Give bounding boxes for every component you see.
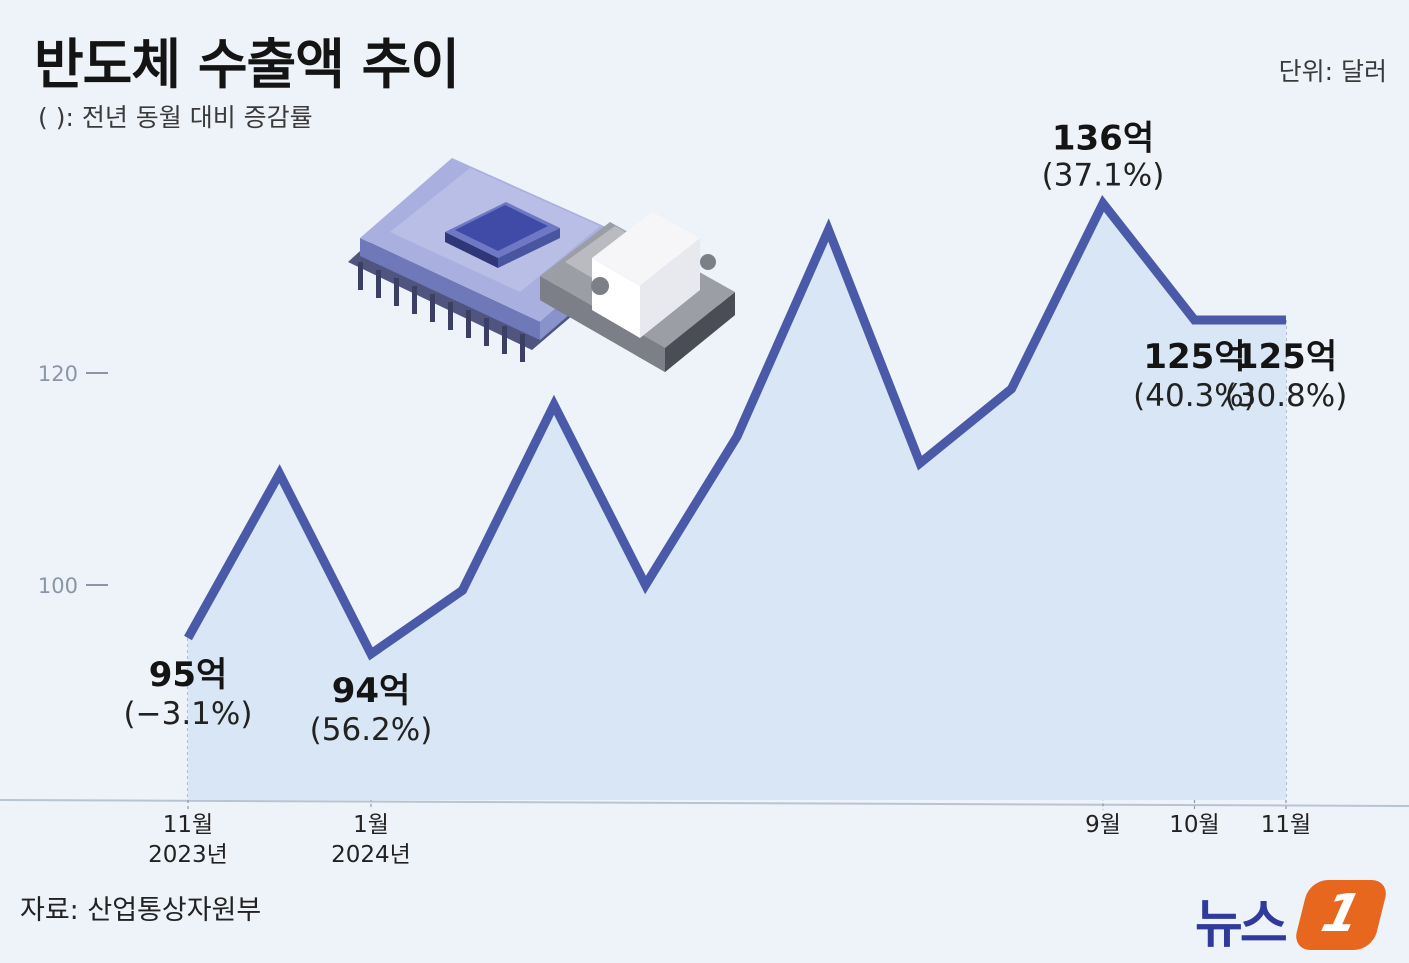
- source-label: 자료: 산업통상자원부: [20, 895, 262, 926]
- data-label-value: 136억: [1052, 118, 1154, 158]
- unit-label: 단위: 달러: [1278, 57, 1387, 86]
- data-label-change: (−3.1%): [124, 696, 253, 732]
- x-tick-year: 2024년: [331, 842, 411, 868]
- data-label-value: 125억: [1143, 337, 1245, 377]
- series-line: [184, 194, 1286, 661]
- news1-logo: 뉴스 1: [1195, 880, 1395, 955]
- data-label-change: (37.1%): [1042, 157, 1165, 193]
- data-label-value: 95억: [149, 655, 228, 695]
- x-axis-line: [0, 799, 1409, 807]
- page-title: 반도체 수출액 추이: [34, 33, 460, 96]
- x-tick-label: 1월: [353, 812, 389, 838]
- x-tick-label: 11월: [1261, 812, 1311, 838]
- x-tick-label: 11월: [163, 812, 213, 838]
- data-label-change: (56.2%): [310, 712, 433, 748]
- x-tick-label: 9월: [1085, 812, 1121, 838]
- data-label-change: (40.3%): [1133, 378, 1256, 414]
- x-tick-label: 10월: [1169, 812, 1219, 838]
- logo-badge: 1: [1292, 880, 1390, 950]
- x-tick-year: 2023년: [148, 842, 228, 868]
- chip-and-money-illustration: [348, 158, 735, 372]
- data-label-value: 94억: [332, 671, 411, 711]
- subtitle: ( ): 전년 동월 대비 증감률: [38, 103, 313, 132]
- logo-wordmark: 뉴스: [1195, 895, 1288, 955]
- data-label-change: (30.8%): [1225, 378, 1348, 414]
- y-tick-label: 120: [38, 362, 78, 386]
- data-label-value: 125억: [1235, 337, 1337, 377]
- area-fill: [188, 203, 1286, 800]
- y-tick-label: 100: [38, 574, 78, 598]
